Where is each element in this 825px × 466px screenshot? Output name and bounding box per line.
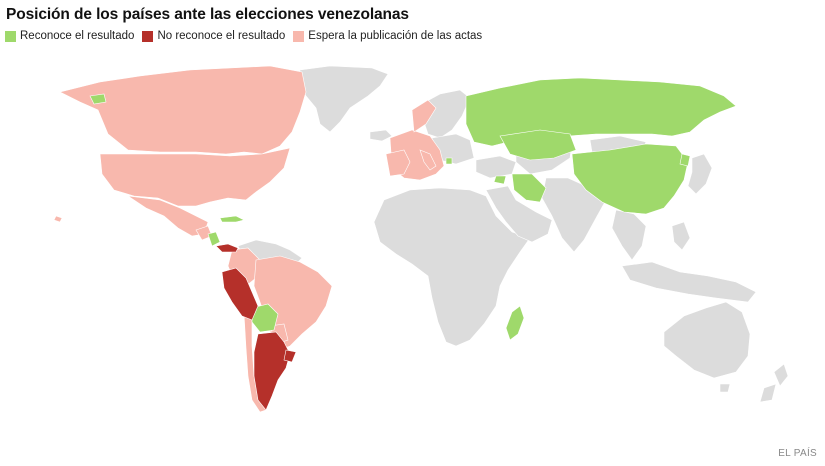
legend-item-espera: Espera la publicación de las actas	[293, 30, 482, 42]
region-tasmania	[719, 383, 731, 393]
region-norway	[411, 99, 437, 133]
map-title: Posición de los países ante las eleccion…	[6, 6, 409, 23]
legend-item-no-reconoce: No reconoce el resultado	[142, 30, 285, 42]
region-iran	[511, 173, 547, 203]
region-peru	[221, 267, 259, 321]
region-canada	[59, 65, 307, 155]
region-panama	[215, 243, 239, 253]
legend-swatch-espera	[293, 30, 305, 42]
region-cuba	[219, 215, 245, 223]
source-credit: EL PAÍS	[778, 448, 817, 459]
region-nicaragua	[207, 231, 221, 247]
legend-label-no-reconoce: No reconoce el resultado	[157, 30, 286, 42]
region-africa	[373, 187, 531, 347]
region-new-zealand	[759, 363, 789, 403]
legend-label-reconoce: Reconoce el resultado	[20, 30, 135, 42]
no-reconoce-regions	[215, 243, 297, 411]
world-map	[53, 65, 789, 413]
region-japan	[687, 153, 713, 195]
region-serbia	[445, 157, 453, 165]
region-syria	[493, 175, 507, 185]
legend: Reconoce el resultado No reconoce el res…	[5, 30, 490, 42]
region-turkey	[475, 155, 517, 179]
region-greenland	[297, 65, 389, 133]
region-kazakhstan	[499, 129, 577, 161]
legend-swatch-reconoce	[5, 30, 16, 42]
legend-item-reconoce: Reconoce el resultado	[5, 30, 134, 42]
espera-regions	[53, 65, 445, 413]
region-uruguay	[283, 349, 297, 363]
region-southeast-asia	[611, 209, 647, 261]
legend-label-espera: Espera la publicación de las actas	[308, 30, 483, 42]
region-italy	[419, 149, 437, 171]
legend-swatch-no-reconoce	[142, 30, 154, 42]
reconoce-regions	[89, 77, 737, 341]
region-iceland	[369, 129, 393, 142]
region-madagascar	[505, 305, 525, 341]
region-china	[571, 143, 689, 215]
region-middle-east	[485, 185, 553, 243]
region-hawaii	[53, 215, 63, 223]
region-iberia	[385, 149, 411, 177]
region-argentina	[253, 331, 291, 411]
region-scandinavia	[417, 89, 471, 139]
region-usa	[99, 147, 291, 207]
region-indonesia	[621, 261, 757, 303]
region-philippines	[671, 221, 691, 251]
region-north-korea	[679, 153, 691, 167]
region-greenland-green	[89, 93, 107, 105]
region-australia	[663, 301, 751, 379]
region-bolivia	[251, 303, 279, 333]
